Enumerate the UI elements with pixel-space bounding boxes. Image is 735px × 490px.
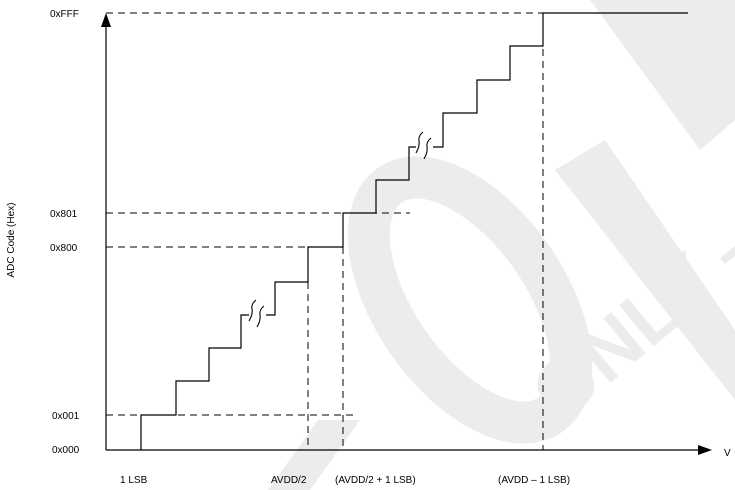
axes xyxy=(101,13,712,455)
y-tick-0x801: 0x801 xyxy=(50,209,78,220)
x-tick-1lsb: 1 LSB xyxy=(120,475,148,486)
x-axis-arrow-icon xyxy=(698,445,712,455)
y-tick-labels: 0xFFF 0x801 0x800 0x001 0x000 xyxy=(50,9,80,456)
staircase-lower-segment xyxy=(140,314,249,450)
x-tick-avdd-half: AVDD/2 xyxy=(271,475,307,486)
x-tick-avdd-minus-lsb: (AVDD – 1 LSB) xyxy=(498,475,570,486)
break-mark-lower-a xyxy=(248,299,257,322)
y-axis-title: ADC Code (Hex) xyxy=(6,202,17,277)
break-mark-upper-b xyxy=(423,137,432,160)
x-axis-title: V xyxy=(724,448,731,459)
watermark-letter-o xyxy=(347,156,593,444)
watermark-letter-n-upper xyxy=(590,0,735,150)
break-mark-lower-b xyxy=(256,305,265,328)
staircase-middle-segment xyxy=(266,146,416,316)
y-tick-0xfff: 0xFFF xyxy=(50,9,79,20)
y-tick-0x001: 0x001 xyxy=(52,411,80,422)
watermark: ONLY — Restricted xyxy=(268,0,735,490)
transfer-staircase xyxy=(140,12,688,450)
staircase-upper-segment xyxy=(433,12,688,148)
y-axis-arrow-icon xyxy=(101,13,111,27)
break-symbols xyxy=(248,131,432,328)
y-tick-0x000: 0x000 xyxy=(52,445,80,456)
x-tick-avdd-half-plus-lsb: (AVDD/2 + 1 LSB) xyxy=(335,475,416,486)
watermark-letter-n-lower xyxy=(555,140,735,400)
y-tick-0x800: 0x800 xyxy=(50,243,78,254)
watermark-stroke-1 xyxy=(268,420,360,490)
x-tick-labels: 1 LSB AVDD/2 (AVDD/2 + 1 LSB) (AVDD – 1 … xyxy=(120,475,570,486)
break-mark-upper-a xyxy=(415,131,424,154)
